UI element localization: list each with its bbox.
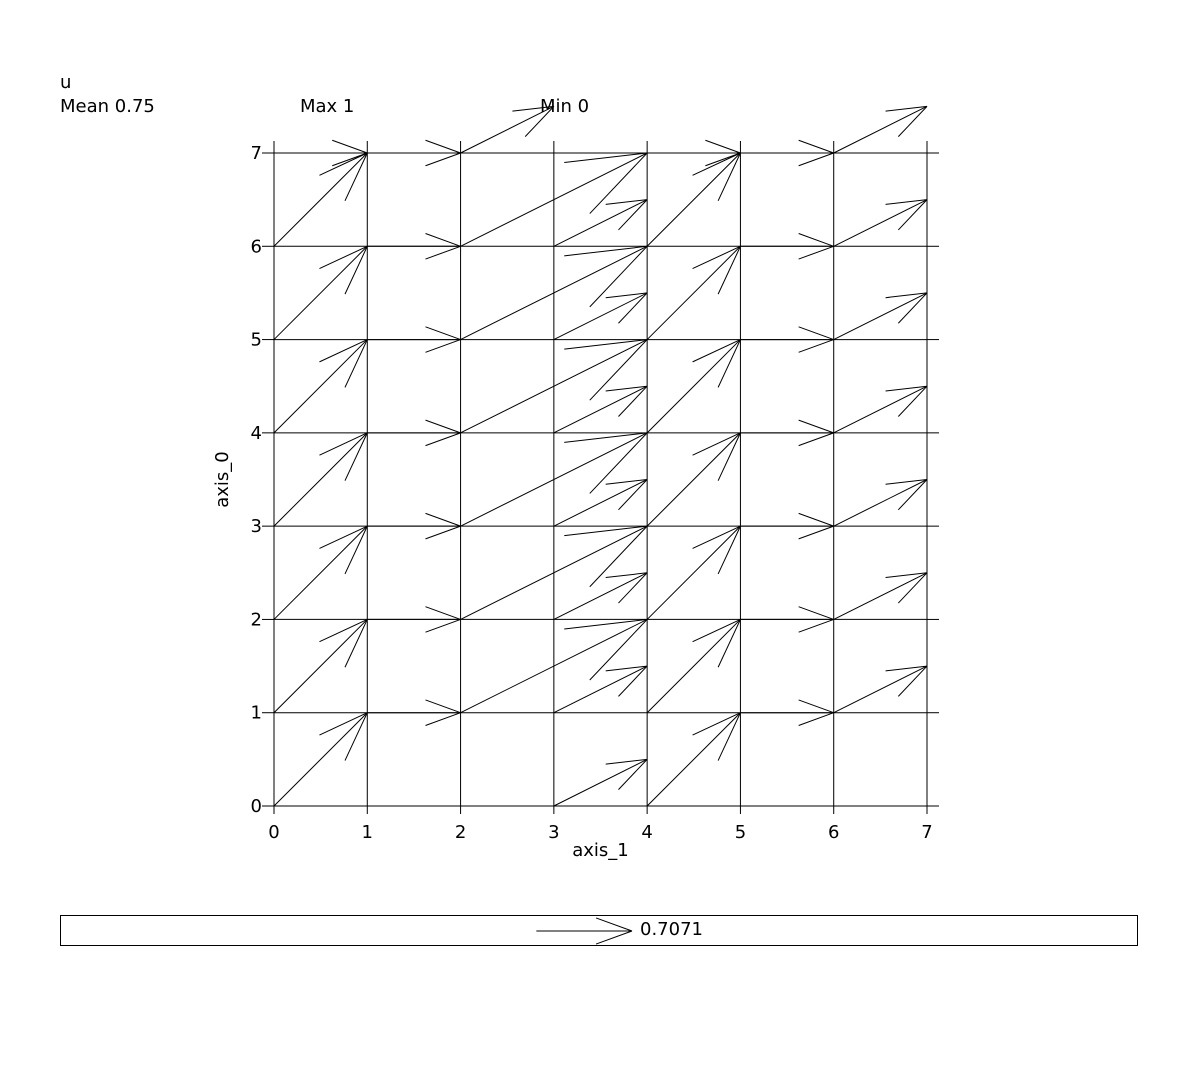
vector-arrow xyxy=(553,665,648,714)
y-tick-label: 2 xyxy=(251,609,262,630)
vector-arrow xyxy=(740,139,834,167)
y-axis-label: axis_0 xyxy=(212,451,233,508)
vector-arrow xyxy=(460,245,648,341)
variable-name: u xyxy=(60,72,72,93)
legend-box xyxy=(60,915,1138,946)
vector-arrow xyxy=(647,139,741,167)
vector-arrow xyxy=(553,385,648,434)
vector-arrow xyxy=(740,512,834,540)
vector-arrow xyxy=(273,712,368,807)
vector-arrow xyxy=(460,152,648,247)
x-tick-label: 3 xyxy=(548,822,559,843)
x-axis-label: axis_1 xyxy=(572,840,629,861)
vector-arrow xyxy=(273,525,368,620)
vector-arrow xyxy=(367,699,461,726)
vector-arrow xyxy=(646,339,741,434)
y-tick-label: 0 xyxy=(251,796,262,817)
vector-arrow xyxy=(740,326,834,353)
vector-arrow xyxy=(273,152,368,247)
mean-stat: Mean 0.75 xyxy=(60,96,155,117)
vector-arrow xyxy=(833,665,928,714)
vector-field xyxy=(273,105,928,807)
legend-arrow-glyph xyxy=(536,917,633,945)
vector-arrow xyxy=(833,479,928,527)
vector-arrow xyxy=(646,245,741,340)
y-tick-label: 6 xyxy=(251,236,262,257)
vector-arrow xyxy=(646,432,741,527)
x-tick-label: 5 xyxy=(735,822,746,843)
y-tick-label: 4 xyxy=(251,423,262,444)
vector-arrow xyxy=(367,512,461,540)
vector-arrow xyxy=(740,699,834,726)
axis-ticks: 0 1 2 3 4 5 6 7 0 1 2 3 4 5 6 7 xyxy=(251,141,939,843)
vector-arrow xyxy=(553,292,648,341)
vector-arrow xyxy=(367,326,461,353)
vector-arrow xyxy=(273,339,368,434)
vector-arrow xyxy=(460,432,648,527)
vector-arrow xyxy=(367,419,461,447)
vector-arrow xyxy=(833,105,928,154)
y-tick-label: 1 xyxy=(251,703,262,724)
vector-arrow xyxy=(833,385,928,434)
min-stat: Min 0 xyxy=(540,96,590,117)
x-tick-label: 0 xyxy=(268,822,279,843)
vector-arrow xyxy=(833,292,928,341)
legend-arrow xyxy=(536,917,633,945)
vector-arrow xyxy=(273,245,368,340)
vector-arrow xyxy=(460,525,648,620)
vector-arrow xyxy=(367,139,461,167)
x-tick-label: 2 xyxy=(455,822,466,843)
x-tick-label: 1 xyxy=(362,822,373,843)
grid xyxy=(273,152,928,807)
vector-arrow xyxy=(460,105,555,154)
vector-arrow xyxy=(553,572,648,620)
x-tick-label: 6 xyxy=(828,822,839,843)
vector-arrow xyxy=(273,432,368,527)
x-tick-label: 4 xyxy=(641,822,652,843)
vector-arrow xyxy=(646,618,741,714)
legend-label: 0.7071 xyxy=(640,919,703,940)
vector-arrow xyxy=(367,233,461,260)
vector-arrow xyxy=(367,606,461,633)
vector-arrow xyxy=(274,139,368,167)
vector-arrow xyxy=(553,199,648,247)
y-tick-label: 3 xyxy=(251,516,262,537)
vector-arrow xyxy=(740,419,834,447)
vector-arrow xyxy=(646,525,741,620)
vector-arrow xyxy=(460,339,648,434)
vector-arrow xyxy=(646,712,741,807)
vector-arrow xyxy=(460,618,648,714)
vector-arrow xyxy=(740,233,834,260)
vector-arrow xyxy=(553,758,648,807)
y-tick-label: 7 xyxy=(251,143,262,164)
vector-arrow xyxy=(833,199,928,247)
vector-arrow xyxy=(553,479,648,527)
vector-arrow xyxy=(740,606,834,633)
max-stat: Max 1 xyxy=(300,96,355,117)
vector-arrow xyxy=(273,618,368,714)
x-tick-label: 7 xyxy=(921,822,932,843)
vector-arrow xyxy=(833,572,928,620)
vector-arrow xyxy=(646,152,741,247)
y-tick-label: 5 xyxy=(251,330,262,351)
